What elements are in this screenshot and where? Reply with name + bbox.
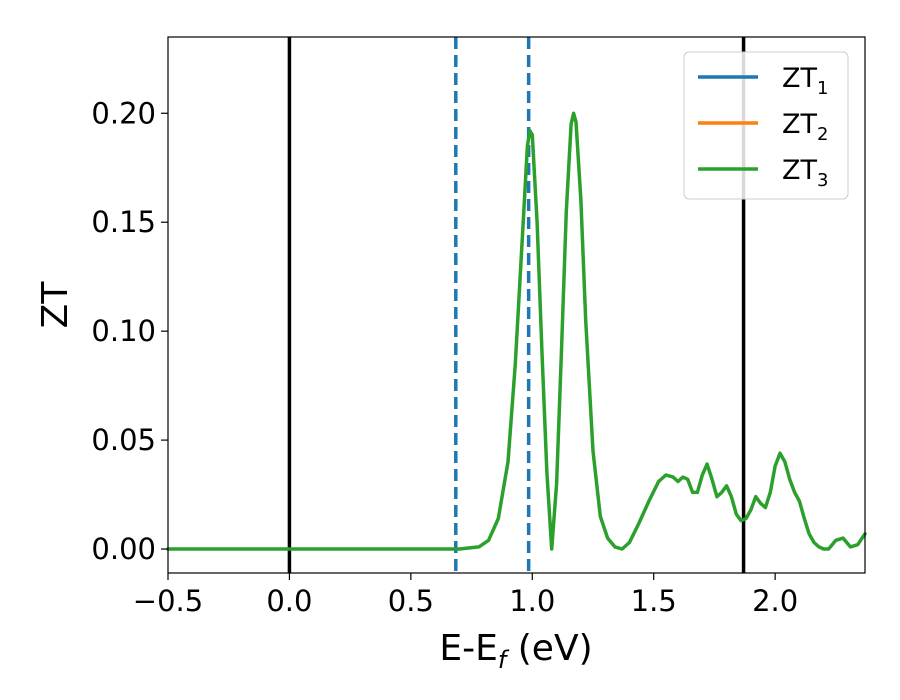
y-tick-label: 0.00 <box>91 532 156 566</box>
legend-label-main: ZT <box>782 155 817 186</box>
y-tick-label: 0.20 <box>91 96 156 130</box>
x-axis-title-units: (eV) <box>506 628 592 669</box>
plot-frame <box>167 36 866 574</box>
legend-label-main: ZT <box>782 63 817 94</box>
x-tick-label: 2.0 <box>752 584 798 618</box>
legend-label-sub: 2 <box>817 124 828 145</box>
x-ticks: −0.5 0.0 0.5 1.0 1.5 2.0 <box>133 573 798 618</box>
legend-label-main: ZT <box>782 109 817 140</box>
series-line-3 <box>166 111 867 551</box>
y-ticks: 0.00 0.05 0.10 0.15 0.20 <box>91 96 168 566</box>
y-tick-label: 0.15 <box>91 205 156 239</box>
legend-label-sub: 3 <box>817 170 828 191</box>
legend-label-3: ZT3 <box>782 155 828 191</box>
y-axis-title: ZT <box>35 281 76 329</box>
x-tick-label: −0.5 <box>133 584 203 618</box>
y-tick-label: 0.10 <box>91 314 156 348</box>
y-tick-label: 0.05 <box>91 423 156 457</box>
legend-label-1: ZT1 <box>782 63 828 99</box>
legend-box <box>683 51 849 200</box>
x-axis-title-main: E-E <box>439 628 497 669</box>
x-tick-label: 1.5 <box>631 584 677 618</box>
x-tick-label: 0.0 <box>266 584 312 618</box>
x-axis-title: E-Ef (eV) <box>439 628 592 674</box>
legend-label-sub: 1 <box>817 78 828 99</box>
x-tick-label: 0.5 <box>388 584 434 618</box>
x-tick-label: 1.0 <box>509 584 555 618</box>
legend-label-2: ZT2 <box>782 109 828 145</box>
series-lines <box>166 111 867 551</box>
